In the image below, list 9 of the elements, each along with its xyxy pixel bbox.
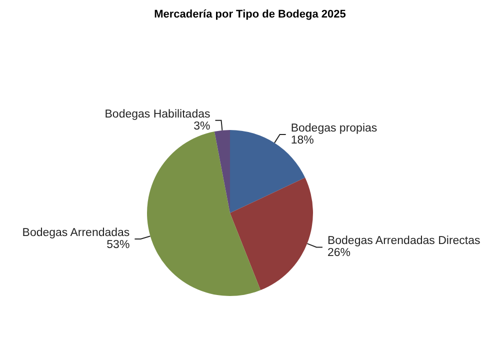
slice-label: Bodegas Arrendadas bbox=[22, 226, 130, 239]
slice-label: Bodegas propias bbox=[290, 122, 378, 134]
data-label: 53% bbox=[106, 238, 130, 251]
chart-title: Mercadería por Tipo de Bodega 2025 bbox=[154, 8, 346, 20]
slice-label: Bodegas Habilitadas bbox=[104, 108, 210, 120]
slice-label: Bodegas Arrendadas Directas bbox=[327, 235, 481, 248]
data-label: 3% bbox=[194, 120, 210, 132]
data-label: 18% bbox=[290, 134, 314, 146]
data-label: 26% bbox=[327, 247, 350, 260]
